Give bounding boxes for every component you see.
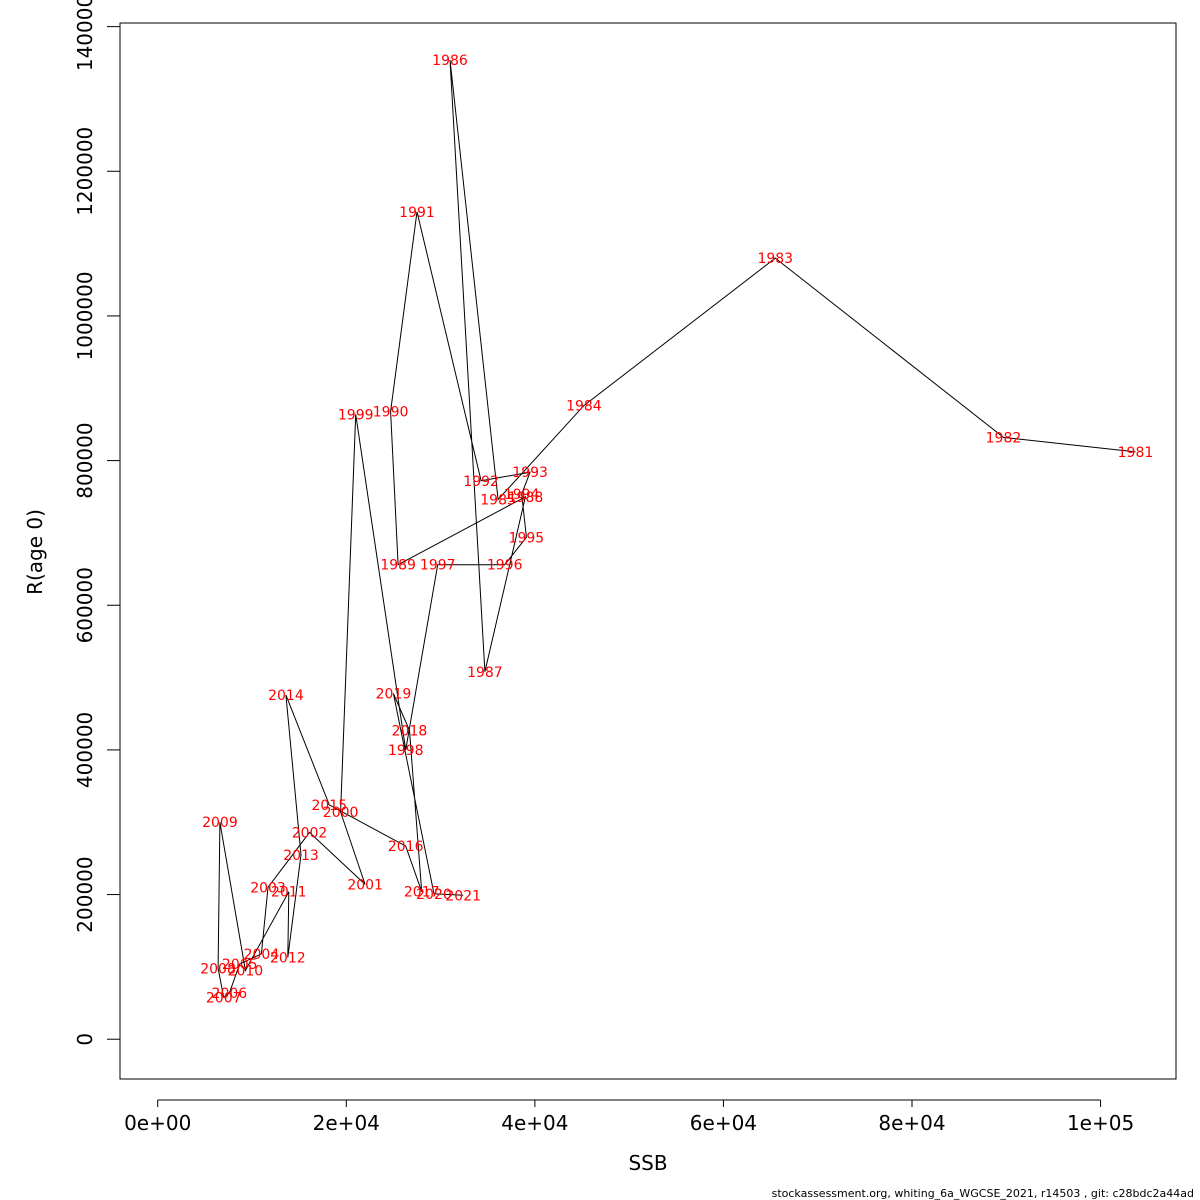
plot-frame [119, 22, 1177, 1080]
year-label-2018: 2018 [392, 723, 428, 739]
x-tick-label: 2e+04 [313, 1111, 380, 1135]
year-label-2021: 2021 [445, 888, 481, 904]
year-label-1987: 1987 [467, 665, 503, 681]
year-label-1984: 1984 [566, 399, 602, 415]
series-polyline [217, 59, 1136, 999]
year-label-1998: 1998 [388, 743, 424, 759]
year-label-1989: 1989 [380, 558, 416, 574]
y-tick-label: 0 [73, 1033, 97, 1046]
year-label-2006: 2006 [212, 986, 248, 1002]
x-tick-label: 1e+05 [1067, 1111, 1134, 1135]
year-label-2004: 2004 [244, 947, 280, 963]
y-tick-label: 1000000 [73, 271, 97, 360]
year-label-1996: 1996 [487, 558, 523, 574]
year-label-1988: 1988 [508, 490, 544, 506]
year-label-1997: 1997 [420, 558, 456, 574]
year-label-1981: 1981 [1118, 445, 1154, 461]
year-label-1999: 1999 [338, 407, 374, 423]
year-label-1992: 1992 [463, 474, 499, 490]
footer-credit: stockassessment.org, whiting_6a_WGCSE_20… [771, 1187, 1194, 1200]
ssb-recruitment-line [217, 59, 1136, 999]
y-tick-label: 200000 [73, 856, 97, 932]
year-label-2019: 2019 [376, 686, 412, 702]
x-tick-label: 8e+04 [878, 1111, 945, 1135]
year-label-2005: 2005 [222, 957, 258, 973]
year-label-2017: 2017 [404, 885, 440, 901]
year-label-2009: 2009 [202, 815, 238, 831]
y-axis: 0 200000 400000 600000 800000 1000000 1200000 1… [73, 0, 121, 1046]
year-label-2003: 2003 [250, 880, 286, 896]
year-label-1986: 1986 [432, 53, 468, 69]
year-label-2014: 2014 [268, 688, 304, 704]
x-axis-title: SSB [628, 1151, 667, 1175]
year-label-1985: 1985 [480, 493, 516, 509]
year-label-2001: 2001 [347, 877, 383, 893]
year-label-2002: 2002 [292, 825, 328, 841]
year-label-2015: 2015 [311, 798, 347, 814]
year-label-2016: 2016 [388, 839, 424, 855]
year-label-1991: 1991 [399, 205, 435, 221]
y-axis-title: R(age 0) [23, 509, 47, 595]
year-label-1983: 1983 [757, 251, 793, 267]
y-tick-label: 1400000 [73, 0, 97, 71]
x-axis: 0e+00 2e+04 4e+04 6e+04 8e+04 1e+05 [124, 1099, 1134, 1135]
year-label-2013: 2013 [283, 848, 319, 864]
year-label-1995: 1995 [509, 530, 545, 546]
y-tick-label: 400000 [73, 712, 97, 788]
year-label-2011: 2011 [271, 885, 307, 901]
year-label-2010: 2010 [228, 964, 264, 980]
y-tick-label: 800000 [73, 422, 97, 498]
year-label-2012: 2012 [270, 950, 306, 966]
year-label-2000: 2000 [323, 805, 359, 821]
year-label-1994: 1994 [504, 487, 540, 503]
y-tick-label: 1200000 [73, 127, 97, 216]
year-label-2008: 2008 [200, 961, 236, 977]
year-label-1982: 1982 [986, 430, 1022, 446]
x-tick-label: 6e+04 [690, 1111, 757, 1135]
year-label-2007: 2007 [206, 990, 242, 1006]
x-tick-label: 0e+00 [124, 1111, 191, 1135]
year-labels: 1981 1982 1983 1984 1985 1986 1987 1988 1989 1990… [200, 53, 1153, 1006]
x-tick-label: 4e+04 [501, 1111, 568, 1135]
year-label-1990: 1990 [373, 404, 409, 420]
y-tick-label: 600000 [73, 567, 97, 643]
year-label-2020: 2020 [416, 887, 452, 903]
year-label-1993: 1993 [512, 465, 548, 481]
